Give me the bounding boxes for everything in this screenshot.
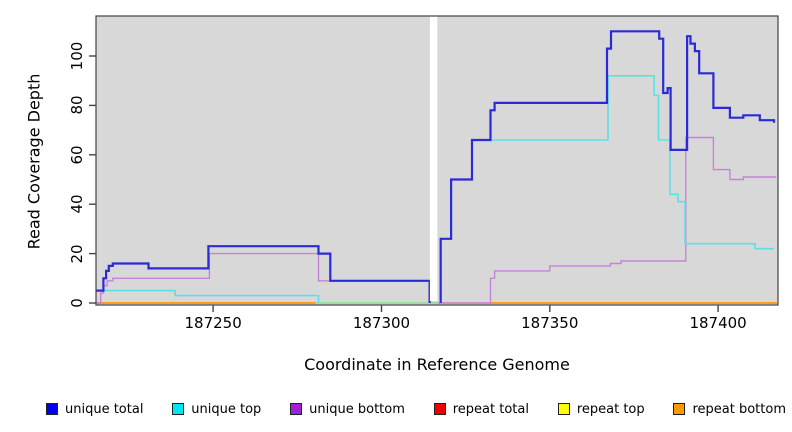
legend-label: repeat bottom	[692, 401, 786, 417]
y-tick-label: 20	[68, 244, 86, 264]
legend-label: unique top	[191, 401, 262, 417]
x-tick-label: 187400	[689, 314, 747, 332]
y-tick-label: 100	[68, 41, 86, 71]
legend-label: repeat total	[452, 401, 529, 417]
y-tick-label: 60	[68, 145, 86, 165]
legend-item-repeat-bottom: repeat bottom	[673, 402, 786, 417]
legend-item-repeat-total: repeat total	[433, 401, 529, 417]
legend-swatch-icon	[172, 403, 185, 415]
y-tick-label: 40	[68, 194, 86, 214]
legend-swatch-icon	[290, 403, 303, 415]
y-tick-label: 0	[68, 298, 86, 308]
x-tick-label: 187300	[352, 314, 411, 332]
legend-item-unique-total: unique total	[46, 402, 143, 417]
legend-label: unique bottom	[309, 401, 405, 417]
legend: unique total unique top unique bottom repea…	[46, 398, 786, 420]
legend-swatch-icon	[46, 403, 58, 415]
legend-label: repeat top	[576, 401, 645, 417]
x-axis-label: Coordinate in Reference Genome	[304, 355, 570, 374]
y-axis-label: Read Coverage Depth	[24, 73, 44, 250]
y-tick-label: 80	[68, 95, 86, 115]
legend-swatch-icon	[673, 403, 686, 415]
legend-swatch-icon	[433, 403, 446, 415]
legend-label: unique total	[65, 401, 144, 417]
legend-item-unique-top: unique top	[172, 402, 261, 417]
x-tick-label: 187250	[184, 314, 242, 332]
legend-item-unique-bottom: unique bottom	[290, 402, 405, 417]
legend-swatch-icon	[557, 403, 570, 415]
legend-item-repeat-top: repeat top	[557, 401, 645, 417]
x-tick-label: 187350	[521, 314, 579, 332]
